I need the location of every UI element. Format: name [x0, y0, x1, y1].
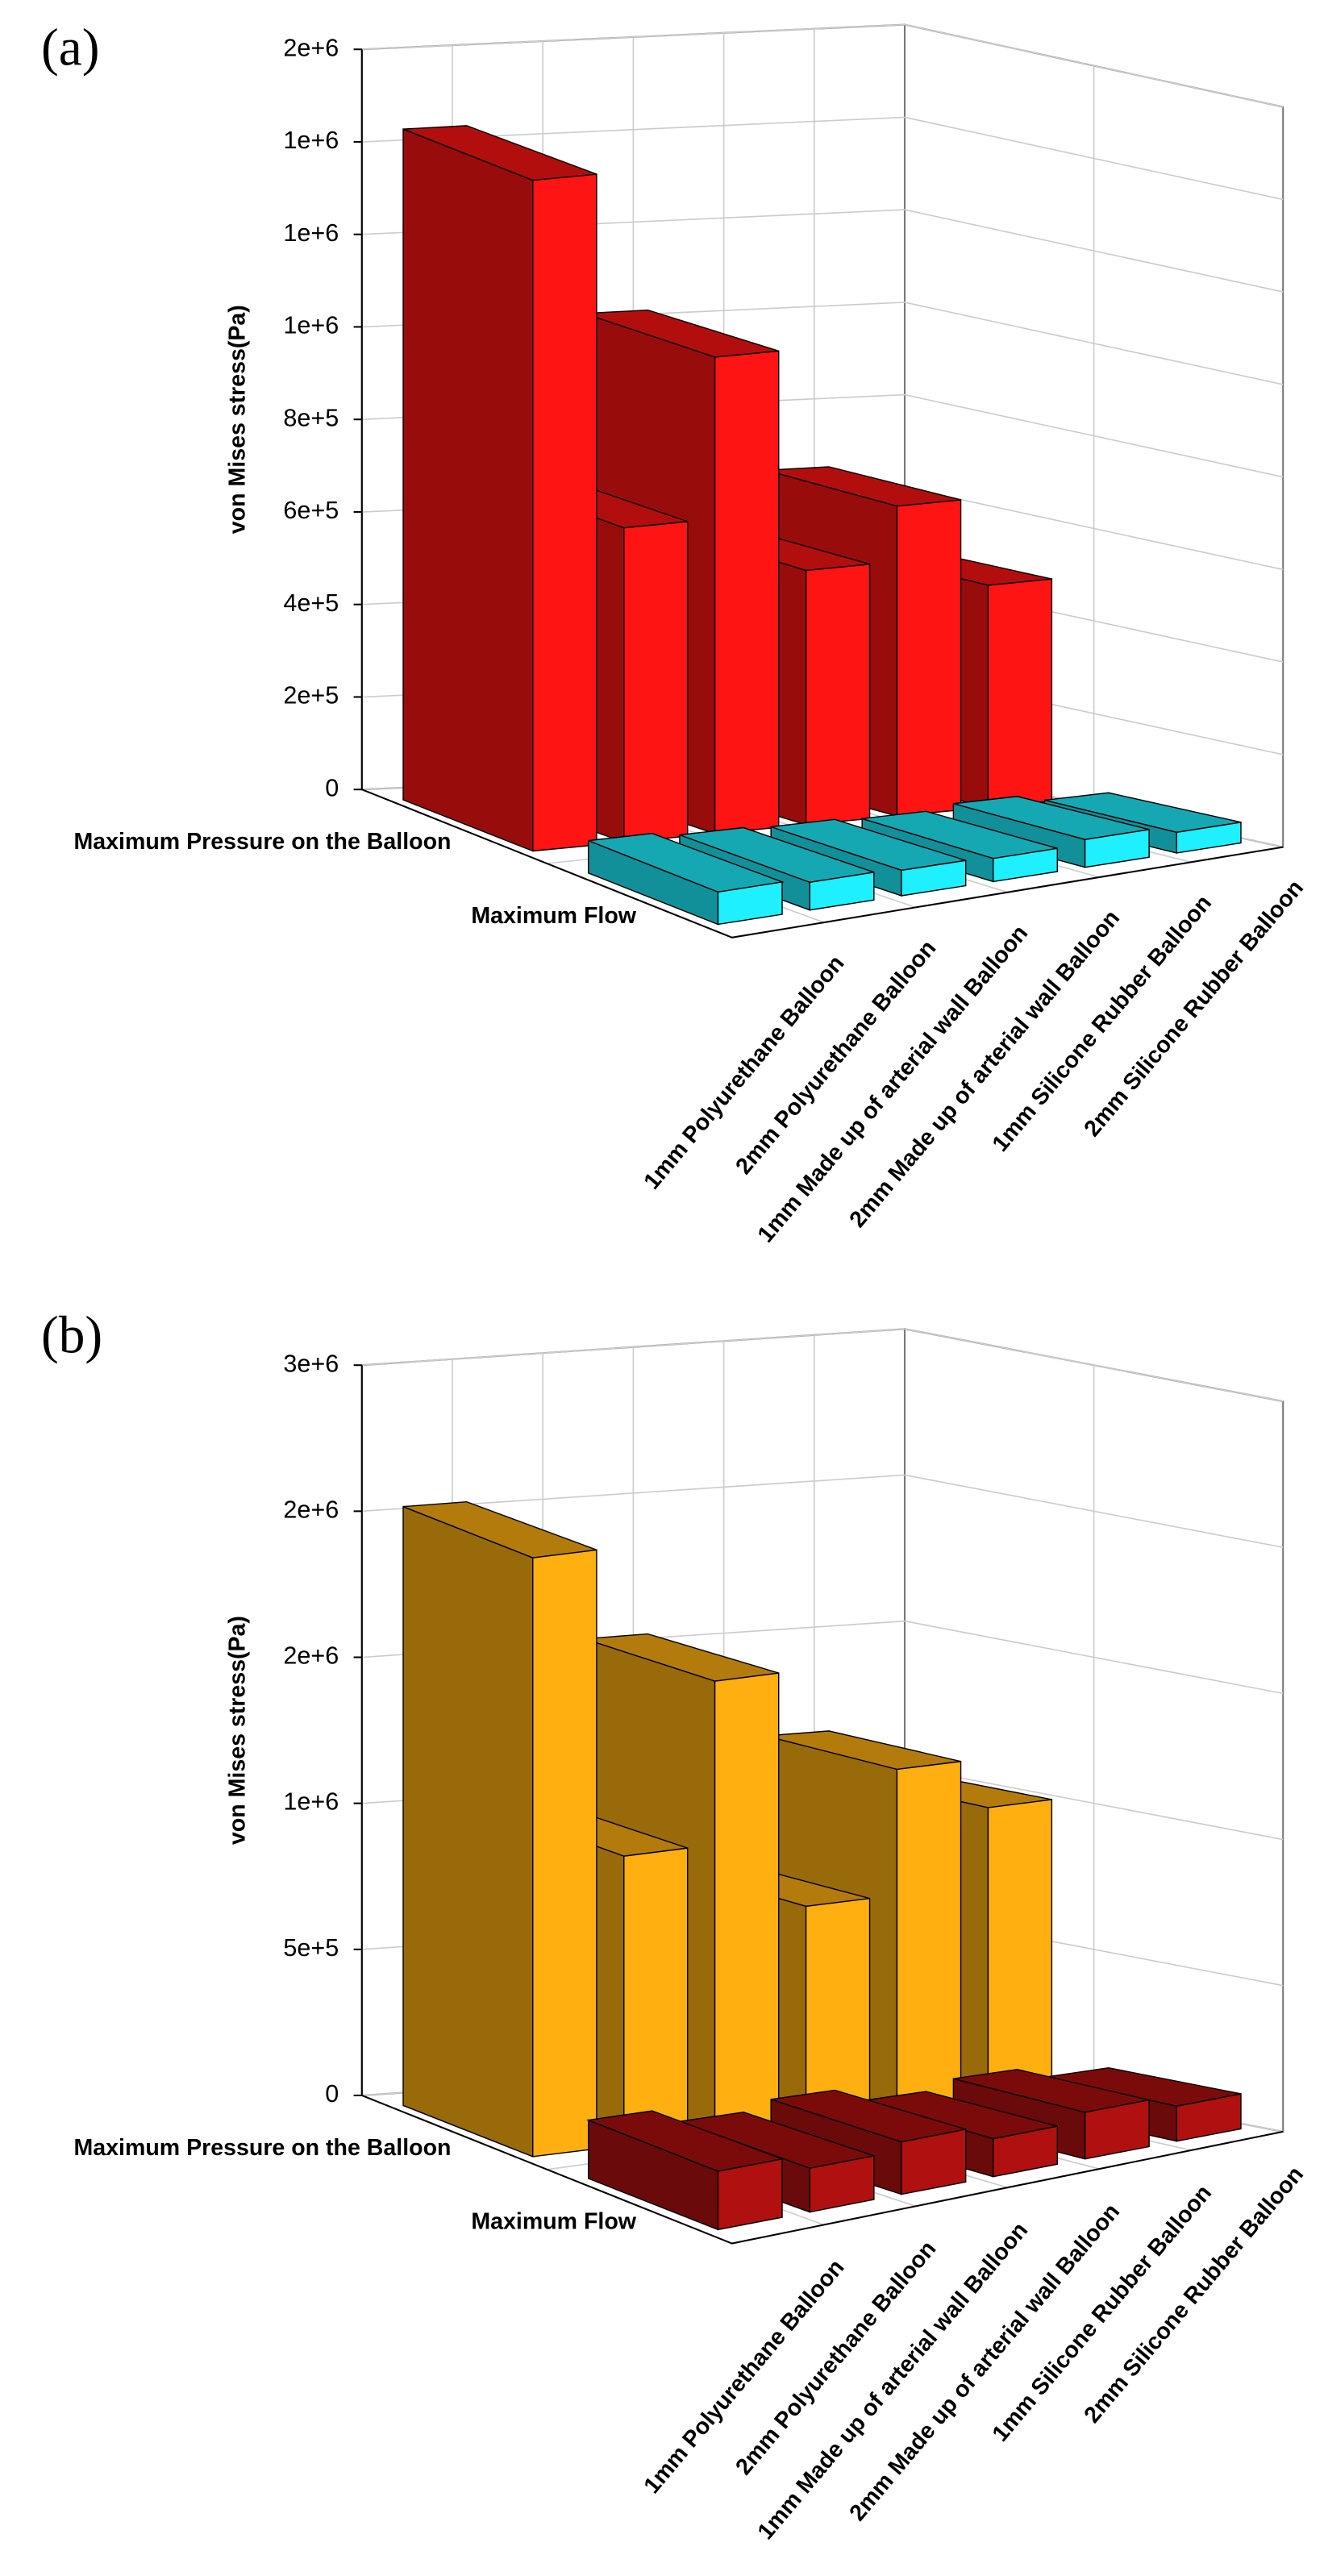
y-tick-label: 0: [325, 2080, 339, 2108]
x-tick-label: 2mm Made up of arterial wall Balloon: [844, 2199, 1125, 2526]
bar-top: [402, 125, 597, 181]
bar-top: [953, 796, 1150, 840]
y-tick-label: 1e+6: [283, 1788, 339, 1816]
y-tick-label: 1e+6: [283, 312, 339, 339]
legend-label: Maximum Pressure on the Balloon: [74, 2135, 452, 2161]
y-tick-label: 2e+6: [283, 1496, 339, 1523]
bar-side: [402, 128, 534, 852]
bar-top: [770, 818, 966, 872]
y-tick-label: 5e+5: [283, 1934, 339, 1962]
bar-top: [765, 1730, 961, 1771]
grid-line: [361, 1328, 1284, 1402]
bar-top: [861, 810, 1058, 859]
panel-label: (b): [41, 1307, 102, 1365]
grid-line: [361, 116, 1284, 201]
y-tick-label: 2e+6: [283, 1642, 339, 1670]
y-tick-label: 0: [325, 774, 339, 801]
legend-label: Maximum Flow: [471, 2209, 636, 2235]
y-tick-label: 4e+5: [283, 589, 339, 617]
floor-edge: [361, 789, 1284, 938]
floor-edge: [361, 2095, 1284, 2245]
x-tick-label: 1mm Made up of arterial wall Balloon: [752, 2217, 1033, 2545]
bar: [585, 2110, 785, 2231]
legend-label: Maximum Flow: [471, 903, 636, 929]
bar-top: [588, 832, 785, 893]
bar-top: [1044, 792, 1242, 833]
bar-front: [805, 563, 871, 826]
y-tick-label: 1e+6: [283, 219, 339, 247]
bar-front: [987, 578, 1053, 809]
bar-top: [765, 466, 961, 507]
legend-label: Maximum Pressure on the Balloon: [74, 829, 452, 855]
panel-label: (a): [41, 19, 99, 77]
bar-front: [896, 499, 962, 817]
grid-line: [361, 23, 1284, 108]
y-axis-label: von Mises stress(Pa): [224, 1616, 250, 1845]
y-tick-label: 3e+6: [283, 1350, 339, 1377]
figure-body: 0 2e+5 4e+5 6e+5 8e+5 1e+6 1e+6 1e+6 2e+6 von Mis…: [41, 19, 1309, 2545]
bar-front: [805, 1897, 871, 2124]
bar-front: [714, 350, 780, 834]
bar-front: [896, 1760, 962, 2112]
bar-top: [679, 826, 875, 883]
bar-top: [402, 1501, 597, 1559]
bar-top: [770, 2089, 966, 2143]
bar-top: [584, 309, 779, 358]
bar: [587, 832, 785, 926]
bar-front: [623, 521, 689, 843]
bar: [402, 125, 597, 852]
bar-top: [585, 2110, 785, 2172]
bar-top: [584, 1633, 779, 1682]
y-tick-label: 2e+5: [283, 682, 339, 710]
bar: [402, 1501, 597, 2158]
bar-side: [402, 1505, 534, 2158]
bar-front: [532, 1549, 597, 2158]
bar-front: [987, 1799, 1053, 2101]
y-tick-label: 2e+6: [283, 34, 339, 61]
y-axis-label: von Mises stress(Pa): [224, 305, 250, 534]
y-tick-label: 8e+5: [283, 404, 339, 431]
y-tick-label: 6e+5: [283, 497, 339, 524]
y-tick-label: 1e+6: [283, 127, 339, 154]
grid-line: [361, 1474, 1284, 1549]
bar-front: [714, 1672, 780, 2135]
bar-top: [953, 2069, 1150, 2113]
bar-front: [532, 173, 597, 852]
bar-front: [623, 1847, 689, 2146]
